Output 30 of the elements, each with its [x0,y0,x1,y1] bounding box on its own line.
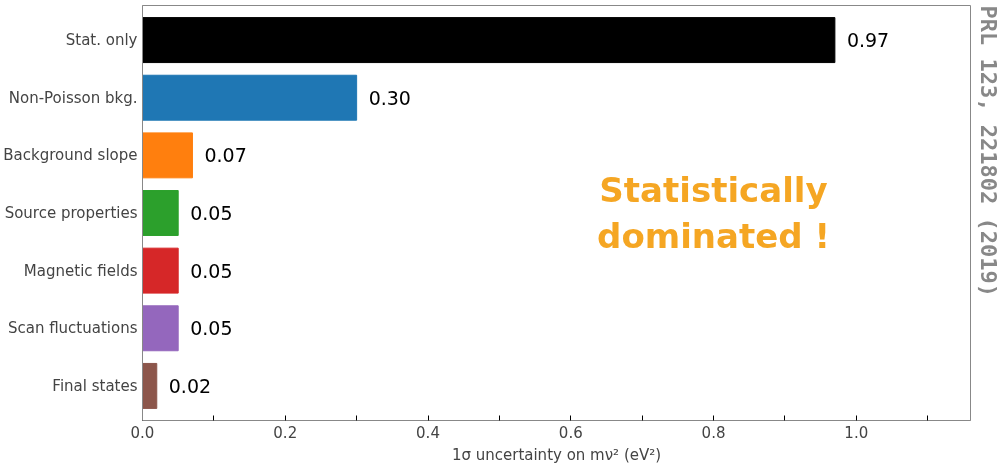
data-label: 0.30 [368,86,411,109]
data-label: 0.05 [190,317,233,340]
bar [142,305,179,352]
x-tick-label: 0.8 [701,423,726,442]
bar [142,74,358,121]
data-label: 0.07 [204,144,247,167]
y-tick-label: Scan fluctuations [7,319,138,338]
bar [142,132,193,179]
bar [142,362,158,409]
x-tick-label: 0.2 [273,423,298,442]
x-tick-label: 0.0 [130,423,155,442]
x-tick-label: 0.4 [416,423,440,442]
annotation: Statistically dominated ! [597,170,830,256]
data-label: 0.97 [846,29,890,52]
text: PRL 123, 221802 (2019) [975,5,1001,297]
y-tick-label: Non-Poisson bkg. [8,88,138,107]
y-tick-label: Stat. only [65,31,138,50]
x-tick-label: 0.6 [558,423,583,442]
y-tick-label: Source properties [4,204,138,222]
bar [142,17,836,64]
data-label: 0.02 [168,374,212,397]
x-axis-title: 1σ uncertainty on mν² (eV²) [451,445,662,464]
bar [142,190,179,236]
data-label: 0.05 [190,202,233,224]
x-tick-label: 1.0 [844,423,869,442]
bar [142,247,179,294]
data-label: 0.05 [190,259,233,282]
y-tick-label: Background slope [3,146,138,165]
y-tick-label: Magnetic fields [23,261,138,280]
y-tick-label: Final states [52,376,138,395]
